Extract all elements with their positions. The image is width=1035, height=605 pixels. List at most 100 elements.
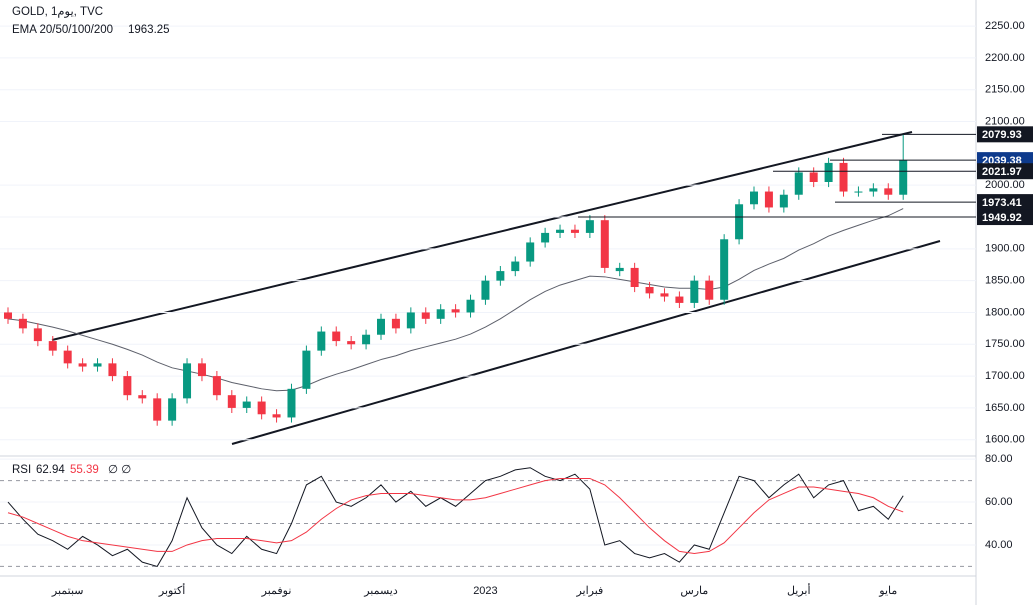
candle-body xyxy=(227,395,236,408)
candle-body xyxy=(764,191,773,208)
candle-body xyxy=(183,363,192,399)
candle-body xyxy=(272,414,281,418)
rsi-line xyxy=(7,477,904,555)
candle-body xyxy=(660,293,669,297)
candle-body xyxy=(794,172,803,195)
y-tick-label: 1600.00 xyxy=(985,434,1025,446)
y-tick-label: 1900.00 xyxy=(985,243,1025,255)
rsi-title: RSI xyxy=(12,464,31,476)
candle-body xyxy=(541,232,550,243)
ema-name: EMA 20/50/100/200 xyxy=(12,24,113,36)
candle-body xyxy=(556,229,565,233)
candle-body xyxy=(168,398,177,421)
x-tick-label: مايو xyxy=(878,585,897,597)
y-tick-label: 80.00 xyxy=(985,453,1013,465)
candle-body xyxy=(839,162,848,192)
candle-body xyxy=(630,267,639,287)
level-label: 2079.93 xyxy=(982,129,1022,141)
candle-body xyxy=(362,334,371,345)
candle-body xyxy=(242,401,251,408)
candle-body xyxy=(705,280,714,300)
candle-body xyxy=(481,280,490,300)
candle-body xyxy=(496,271,505,281)
x-tick-label: أبريل xyxy=(787,583,811,597)
candle-body xyxy=(750,191,758,205)
candle-body xyxy=(93,363,102,367)
candle-body xyxy=(511,261,520,272)
candle-body xyxy=(690,280,699,303)
level-label-bg xyxy=(977,163,1033,180)
candle-body xyxy=(600,220,609,268)
trend-line xyxy=(231,240,941,445)
candle-body xyxy=(899,160,908,195)
candle-body xyxy=(824,162,833,182)
candle-body xyxy=(645,287,654,294)
rsi-value: 62.94 xyxy=(36,464,65,476)
y-tick-label: 2100.00 xyxy=(985,115,1025,127)
y-tick-label: 1800.00 xyxy=(985,306,1025,318)
y-tick-label: 2000.00 xyxy=(985,179,1025,191)
candle-body xyxy=(377,318,385,335)
candle-body xyxy=(123,376,132,396)
ema-value: 1963.25 xyxy=(128,24,170,36)
plot xyxy=(0,25,976,568)
candle-body xyxy=(854,191,863,193)
x-tick-label: سبتمبر xyxy=(51,585,84,597)
candle-body xyxy=(466,299,475,313)
candle-body xyxy=(317,331,326,351)
candle-body xyxy=(675,296,684,303)
level-label-bg xyxy=(977,209,1033,226)
candle-body xyxy=(869,188,878,192)
y-tick-label: 1850.00 xyxy=(985,275,1025,287)
x-tick-label: ديسمبر xyxy=(363,585,398,597)
x-tick-label: نوفمبر xyxy=(261,585,292,597)
level-label: 1949.92 xyxy=(982,212,1022,224)
candle-body xyxy=(391,318,400,329)
candle-body xyxy=(615,267,624,272)
rsi-status: ∅ ∅ xyxy=(108,464,131,476)
candle-body xyxy=(4,312,12,319)
y-tick-label: 1650.00 xyxy=(985,402,1025,414)
candle-body xyxy=(48,341,57,351)
candle-body xyxy=(332,331,341,342)
candle-body xyxy=(406,312,415,329)
candle-body xyxy=(451,309,460,313)
level-label: 1973.41 xyxy=(982,197,1022,209)
y-tick-label: 1700.00 xyxy=(985,370,1025,382)
x-tick-label: مارس xyxy=(680,585,708,597)
y-tick-label: 2150.00 xyxy=(985,84,1025,96)
level-label-bg xyxy=(977,126,1033,143)
level-label-bg xyxy=(977,194,1033,211)
candle-body xyxy=(197,363,206,377)
candle-body xyxy=(720,239,729,300)
candle-body xyxy=(18,318,27,329)
x-tick-label: 2023 xyxy=(473,585,497,597)
candle-body xyxy=(138,395,147,399)
candle-body xyxy=(421,312,430,319)
x-tick-label: فبراير xyxy=(575,585,603,597)
candle-body xyxy=(78,363,87,367)
y-tick-label: 2200.00 xyxy=(985,52,1025,64)
candle-body xyxy=(436,309,445,319)
ema-line xyxy=(7,208,904,392)
candle-body xyxy=(212,376,221,396)
candle-body xyxy=(287,388,296,418)
x-tick-label: أكتوبر xyxy=(158,583,185,597)
candle-body xyxy=(347,341,356,345)
candle-body xyxy=(779,194,788,208)
y-tick-label: 2250.00 xyxy=(985,20,1025,32)
rsi-line xyxy=(7,467,904,568)
candle-body xyxy=(33,328,42,342)
candle-body xyxy=(570,229,579,233)
candle-body xyxy=(585,220,594,233)
y-tick-label: 1750.00 xyxy=(985,338,1025,350)
y-tick-label: 60.00 xyxy=(985,496,1013,508)
candle-body xyxy=(884,188,893,195)
candle-body xyxy=(809,172,818,182)
candle-body xyxy=(108,363,117,377)
candle-body xyxy=(153,398,162,421)
candle-body xyxy=(257,401,266,415)
trend-line xyxy=(51,131,913,341)
